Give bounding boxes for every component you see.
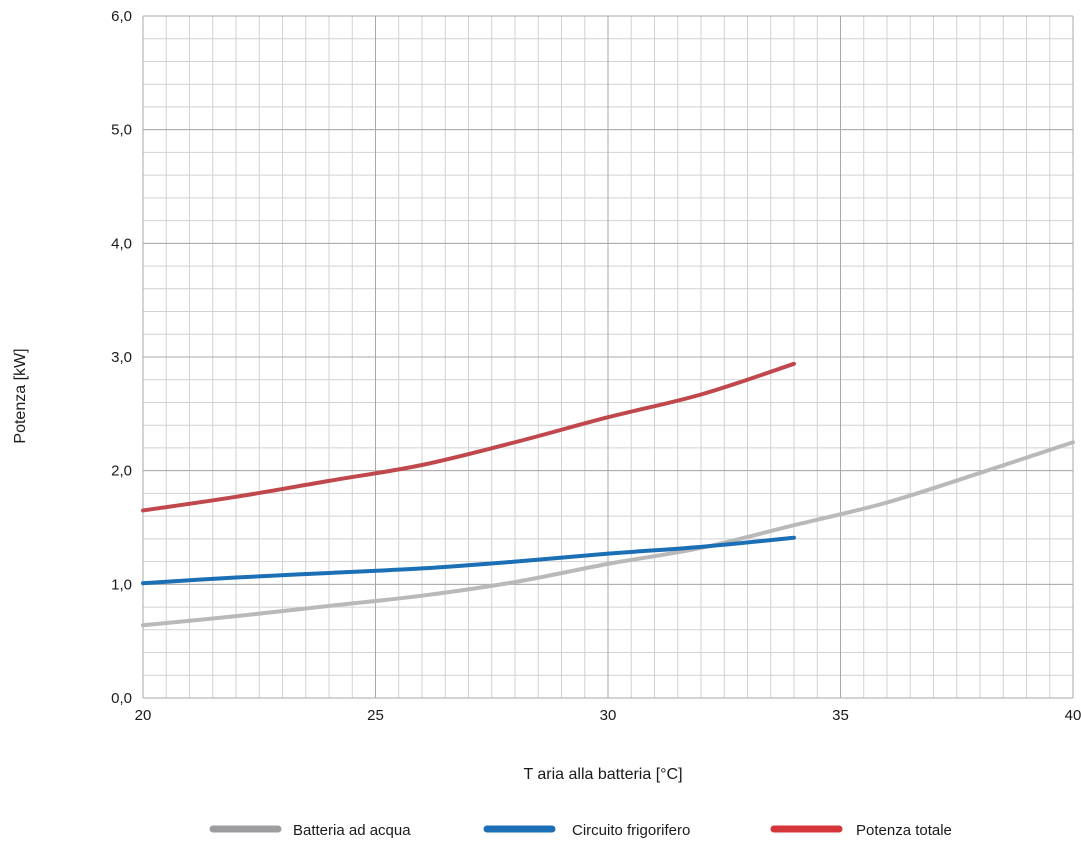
series-lines [141, 361, 1075, 628]
y-tick-label: 2,0 [111, 463, 132, 480]
y-tick-label: 4,0 [111, 235, 132, 252]
legend-label: Circuito frigorifero [572, 822, 690, 839]
y-axis-title: Potenza [kW] [12, 348, 29, 443]
x-tick-label: 25 [367, 707, 384, 724]
series-line-circuito-frigorifero [141, 535, 796, 586]
legend-label: Batteria ad acqua [293, 822, 411, 839]
legend-item-potenza-totale: Potenza totale [770, 822, 952, 839]
y-tick-label: 6,0 [111, 8, 132, 25]
series-line-batteria-ad-acqua [141, 440, 1075, 628]
x-tick-label: 40 [1065, 707, 1081, 724]
series-line-potenza-totale [141, 361, 796, 513]
legend-label: Potenza totale [856, 822, 952, 839]
x-tick-label: 35 [832, 707, 849, 724]
x-axis-ticks: 20 25 30 35 40 [135, 707, 1081, 724]
grid-major [142, 15, 1074, 699]
y-axis-ticks: 0,0 1,0 2,0 3,0 4,0 5,0 6,0 [111, 8, 132, 707]
y-tick-label: 5,0 [111, 122, 132, 139]
y-tick-label: 1,0 [111, 576, 132, 593]
y-tick-label: 3,0 [111, 349, 132, 366]
x-tick-label: 30 [600, 707, 617, 724]
x-tick-label: 20 [135, 707, 152, 724]
legend: Batteria ad acqua Circuito frigorifero Pot… [209, 822, 952, 839]
legend-item-batteria-ad-acqua: Batteria ad acqua [209, 822, 411, 839]
y-tick-label: 0,0 [111, 690, 132, 707]
legend-item-circuito-frigorifero: Circuito frigorifero [483, 822, 690, 839]
x-axis-title: T aria alla batteria [°C] [523, 766, 682, 783]
